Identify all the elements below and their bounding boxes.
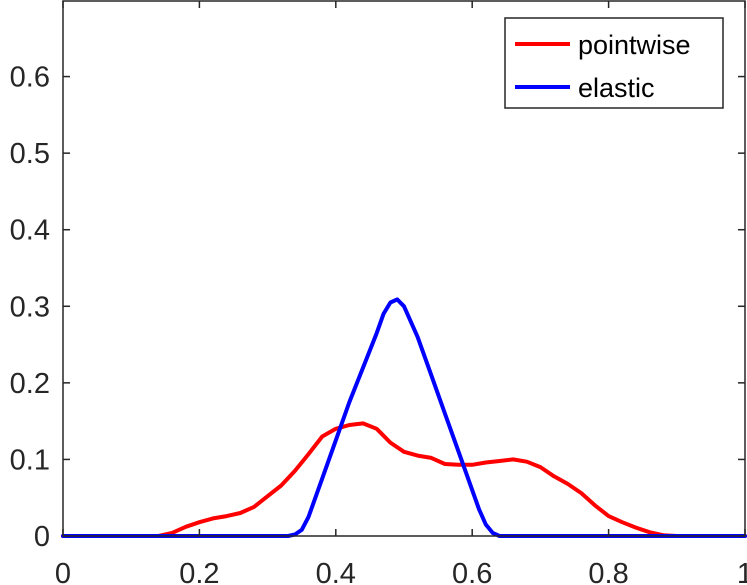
legend-label-pointwise: pointwise	[578, 30, 691, 60]
axes-box	[62, 0, 746, 537]
series-line-pointwise	[61, 421, 747, 538]
y-tick-label: 0	[34, 521, 50, 553]
y-tick-label: 0.6	[10, 62, 50, 94]
x-tick-label: 0.8	[588, 558, 628, 585]
y-tick-label: 0.3	[10, 291, 50, 323]
legend-box	[504, 17, 724, 109]
series-line-elastic	[61, 297, 747, 538]
x-tick-label: 0.6	[452, 558, 492, 585]
y-tick-label: 0.1	[10, 444, 50, 476]
x-tick-label: 1	[737, 558, 747, 585]
x-tick-label: 0.4	[316, 558, 356, 585]
x-tick-label: 0	[55, 558, 71, 585]
y-tick-label: 0.2	[10, 368, 50, 400]
series-layer	[61, 297, 747, 538]
x-tick-label: 0.2	[179, 558, 219, 585]
legend-label-elastic: elastic	[578, 73, 655, 103]
axes-layer: 0 0.2 0.4 0.6 0.8 1 0 0.1 0.2 0.3 0.4 0.5 0.6	[10, 0, 747, 585]
legend: pointwise elastic	[504, 17, 724, 109]
y-tick-label: 0.5	[10, 138, 50, 170]
y-tick-label: 0.4	[10, 215, 50, 247]
